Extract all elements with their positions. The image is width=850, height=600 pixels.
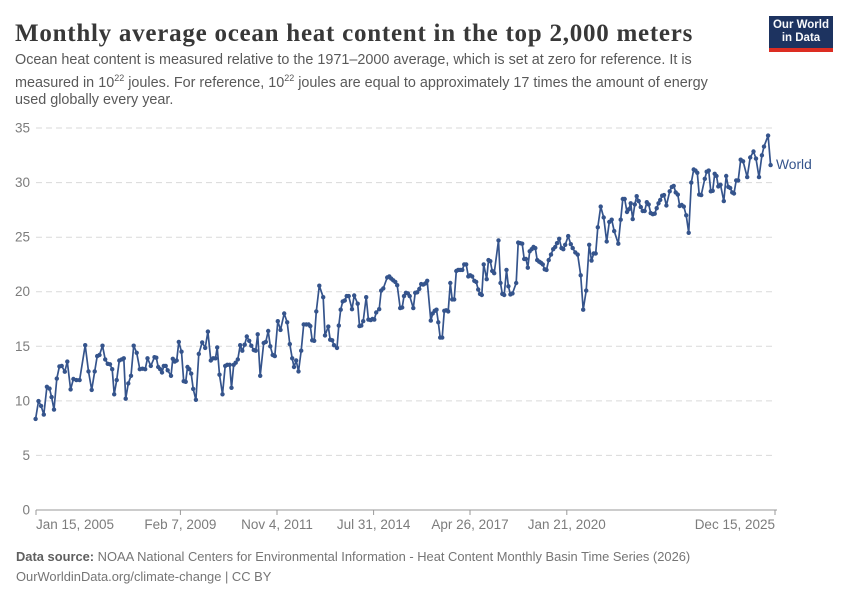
svg-text:20: 20 (15, 284, 30, 299)
svg-text:Jul 31, 2014: Jul 31, 2014 (337, 517, 411, 532)
svg-text:35: 35 (15, 121, 30, 136)
svg-text:Nov 4, 2011: Nov 4, 2011 (241, 517, 313, 532)
svg-text:Apr 26, 2017: Apr 26, 2017 (431, 517, 508, 532)
svg-text:15: 15 (15, 339, 30, 354)
svg-text:25: 25 (15, 230, 30, 245)
svg-text:World: World (776, 157, 812, 172)
svg-text:5: 5 (22, 448, 30, 463)
svg-text:Dec 15, 2025: Dec 15, 2025 (695, 517, 775, 532)
svg-text:Jan 15, 2005: Jan 15, 2005 (36, 517, 114, 532)
svg-text:0: 0 (22, 503, 30, 518)
svg-text:30: 30 (15, 175, 30, 190)
svg-text:Feb 7, 2009: Feb 7, 2009 (144, 517, 216, 532)
svg-text:10: 10 (15, 393, 30, 408)
svg-text:Jan 21, 2020: Jan 21, 2020 (528, 517, 606, 532)
